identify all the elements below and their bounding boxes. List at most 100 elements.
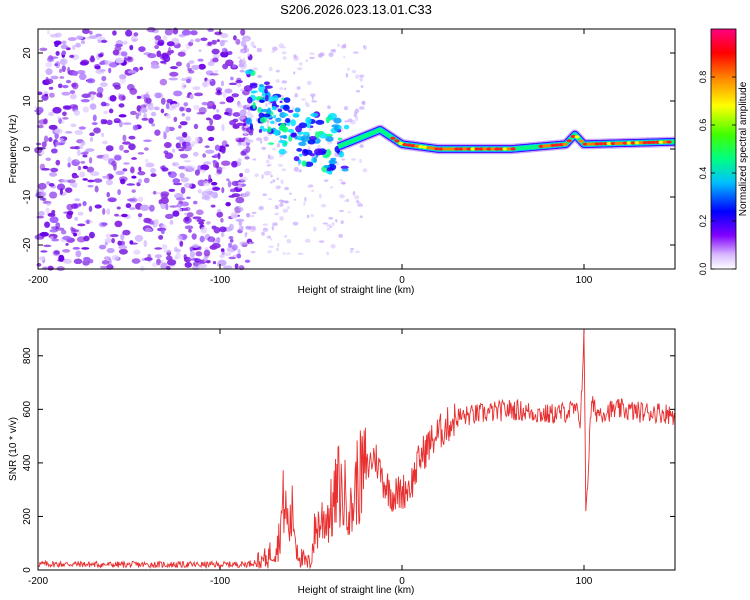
noise-blob xyxy=(153,218,159,226)
noise-blob xyxy=(143,147,149,151)
noise-blob xyxy=(59,58,68,66)
noise-blob xyxy=(65,242,69,246)
noise-blob xyxy=(146,26,156,33)
ridge-peak xyxy=(642,140,648,145)
ridge-blob xyxy=(310,112,319,117)
noise-blob xyxy=(193,123,199,130)
noise-blob xyxy=(112,49,120,56)
noise-blob xyxy=(228,82,238,86)
noise-blob xyxy=(305,101,308,106)
ridge-blob xyxy=(298,135,302,141)
noise-blob xyxy=(216,211,224,218)
noise-blob xyxy=(89,103,97,110)
noise-blob xyxy=(86,219,90,225)
ridge-blob xyxy=(313,148,323,156)
ridge-peak xyxy=(650,140,656,144)
noise-blob xyxy=(131,175,137,179)
noise-blob xyxy=(267,154,271,159)
noise-blob xyxy=(224,88,233,94)
noise-blob xyxy=(165,126,170,134)
noise-blob xyxy=(38,210,45,217)
noise-blob xyxy=(62,249,71,253)
noise-blob xyxy=(85,148,95,152)
ridge-blob xyxy=(259,99,265,104)
noise-blob xyxy=(181,82,187,90)
noise-blob xyxy=(143,240,148,248)
noise-blob xyxy=(69,93,77,100)
noise-blob xyxy=(96,92,103,98)
ridge-blob xyxy=(323,164,331,169)
noise-blob xyxy=(171,148,176,153)
noise-blob xyxy=(240,150,247,156)
noise-blob xyxy=(194,136,200,143)
noise-blob xyxy=(76,149,81,157)
noise-blob xyxy=(105,175,109,180)
noise-blob xyxy=(239,172,244,178)
noise-blob xyxy=(180,201,189,207)
noise-blob xyxy=(99,61,106,65)
noise-blob xyxy=(246,212,251,218)
noise-blob xyxy=(220,232,225,238)
snr-ytick-label: 200 xyxy=(22,508,33,525)
noise-blob xyxy=(329,225,332,229)
ridge-blob xyxy=(292,112,300,118)
noise-blob xyxy=(86,78,96,84)
noise-blob xyxy=(201,81,210,88)
noise-blob xyxy=(55,61,61,69)
noise-blob xyxy=(360,85,364,89)
noise-blob xyxy=(204,145,210,149)
ridge-peak xyxy=(602,142,608,146)
noise-blob xyxy=(168,188,176,192)
noise-blob xyxy=(289,192,292,195)
noise-blob xyxy=(78,144,84,150)
noise-blob xyxy=(238,226,244,231)
noise-blob xyxy=(188,60,195,64)
noise-blob xyxy=(217,209,222,213)
noise-blob xyxy=(102,119,108,125)
noise-blob xyxy=(275,69,280,73)
noise-blob xyxy=(192,86,201,91)
noise-blob xyxy=(157,39,165,47)
noise-blob xyxy=(54,132,59,140)
noise-blob xyxy=(291,106,294,111)
noise-blob xyxy=(180,176,190,183)
noise-blob xyxy=(189,94,194,100)
noise-blob xyxy=(62,235,72,241)
noise-blob xyxy=(205,259,211,264)
noise-blob xyxy=(48,137,53,142)
noise-blob xyxy=(163,249,172,253)
noise-blob xyxy=(120,233,125,241)
noise-blob xyxy=(284,87,287,91)
noise-blob xyxy=(172,162,180,167)
noise-blob xyxy=(303,201,306,206)
noise-blob xyxy=(216,236,221,244)
ridge-blob xyxy=(282,104,290,111)
noise-blob xyxy=(235,38,241,45)
spectrogram-ytick-label: 10 xyxy=(22,95,33,107)
noise-blob xyxy=(237,56,242,59)
noise-blob xyxy=(238,63,245,68)
noise-blob xyxy=(169,220,174,225)
noise-blob xyxy=(192,216,202,220)
ridge-peak xyxy=(646,140,652,145)
snr-frame xyxy=(37,328,676,571)
noise-blob xyxy=(114,154,122,161)
noise-blob xyxy=(193,200,198,205)
noise-blob xyxy=(356,199,360,204)
figure-title: S206.2026.023.13.01.C33 xyxy=(280,2,432,17)
noise-blob xyxy=(99,265,110,269)
noise-blob xyxy=(197,263,208,269)
ridge-peak xyxy=(578,139,584,143)
ridge-blob xyxy=(281,126,289,133)
noise-blob xyxy=(186,212,194,218)
ridge-blob xyxy=(287,128,295,133)
ridge-peak xyxy=(538,144,544,148)
noise-blob xyxy=(165,113,171,119)
noise-blob xyxy=(88,35,98,39)
noise-blob xyxy=(88,157,93,164)
noise-blob xyxy=(213,226,221,234)
ridge-blob xyxy=(268,142,275,145)
noise-blob xyxy=(144,227,152,232)
ridge-blob xyxy=(257,107,263,114)
noise-blob xyxy=(71,82,77,88)
